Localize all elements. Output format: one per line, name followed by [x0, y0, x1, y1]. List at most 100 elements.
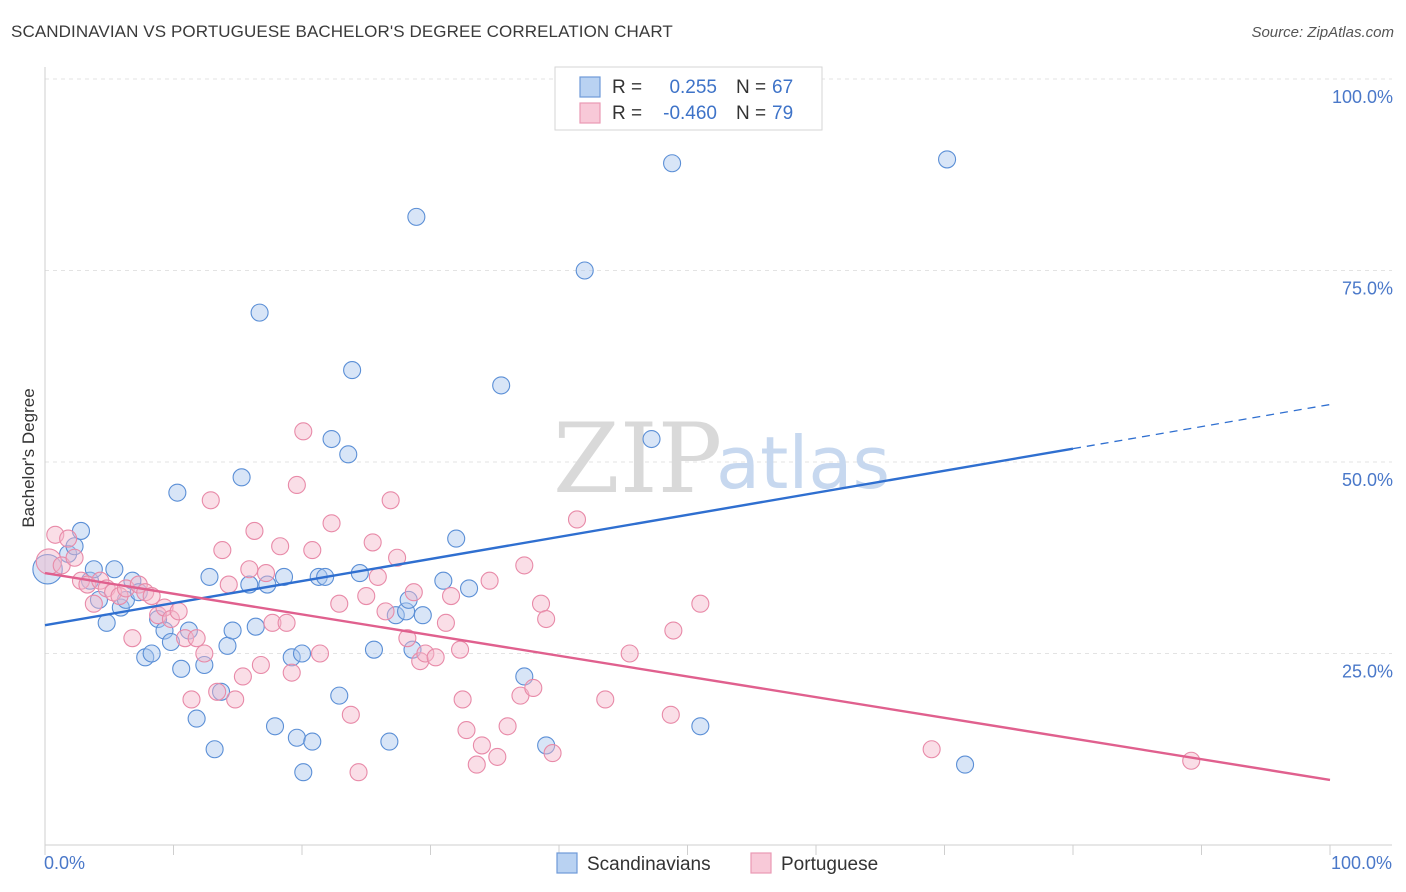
scandinavians-point-28	[232, 468, 251, 487]
portuguese-point-38	[282, 663, 301, 682]
portuguese-point-53	[398, 629, 417, 648]
scandinavians-point-41	[322, 429, 341, 449]
scandinavians-point-24	[205, 740, 224, 759]
portuguese-point-79	[691, 594, 710, 613]
axes	[44, 67, 1392, 855]
portuguese-point-58	[436, 613, 455, 632]
scandinavians-point-61	[663, 154, 682, 173]
portuguese-point-74	[567, 510, 587, 529]
watermark-atlas: atlas	[716, 421, 890, 505]
scandinavians-point-56	[492, 376, 511, 395]
series-legend: Scandinavians Portuguese	[556, 852, 878, 875]
portuguese-point-61	[457, 721, 476, 740]
scandinavians-point-38	[303, 732, 322, 751]
scandinavians-point-14	[142, 644, 161, 663]
portuguese-point-34	[256, 564, 276, 583]
series-portuguese	[35, 422, 1201, 782]
portuguese-point-67	[498, 717, 517, 736]
portuguese-point-20	[169, 602, 188, 621]
trend-line-scandinavians	[44, 447, 1074, 627]
portuguese-point-32	[245, 521, 264, 540]
scandinavians-point-18	[168, 483, 187, 502]
y-tick-label-0: 25.0%	[1342, 662, 1393, 682]
trend-lines	[44, 403, 1331, 782]
portuguese-point-39	[287, 475, 306, 495]
scandinavians-point-15	[149, 609, 168, 629]
scandinavians-point-26	[218, 636, 237, 655]
portuguese-point-23	[187, 629, 206, 648]
portuguese-point-60	[451, 640, 470, 659]
legend-swatch-blue	[579, 76, 601, 98]
y-tick-label-1: 50.0%	[1342, 470, 1393, 490]
scandinavians-point-27	[223, 621, 242, 640]
y-tick-label-2: 75.0%	[1342, 279, 1393, 299]
scandinavians-point-63	[938, 150, 957, 169]
scandinavians-point-59	[575, 261, 594, 280]
scandinavians-point-0	[32, 553, 63, 585]
y-axis-label: Bachelor's Degree	[19, 388, 38, 527]
scandinavians-point-49	[397, 602, 416, 621]
scandinavians-point-19	[172, 659, 191, 678]
portuguese-point-7	[84, 594, 103, 613]
scandinavians-point-17	[161, 632, 180, 652]
portuguese-point-4	[65, 548, 84, 567]
portuguese-point-25	[201, 491, 220, 510]
portuguese-point-72	[537, 609, 556, 629]
scandinavians-point-47	[380, 732, 399, 751]
portuguese-point-56	[416, 644, 435, 663]
scandinavians-point-34	[274, 567, 294, 586]
legend-n-value-2: 79	[772, 103, 793, 124]
scandinavians-point-54	[447, 529, 466, 548]
scandinavians-point-25	[211, 682, 231, 701]
portuguese-point-65	[480, 571, 499, 590]
portuguese-point-75	[596, 690, 615, 709]
scandinavians-point-5	[84, 560, 103, 579]
portuguese-point-44	[330, 594, 349, 613]
legend-n-label-2: N =	[736, 103, 766, 124]
portuguese-point-59	[442, 586, 461, 606]
portuguese-point-80	[922, 740, 941, 759]
y-tick-label-3: 100.0%	[1332, 87, 1393, 107]
watermark: ZIP atlas	[553, 403, 890, 515]
portuguese-point-35	[263, 613, 282, 632]
scandinavians-point-23	[200, 567, 219, 586]
scandinavians-point-51	[407, 207, 426, 226]
legend-label-portuguese: Portuguese	[781, 854, 878, 875]
legend-label-scandinavians: Scandinavians	[587, 854, 711, 875]
scandinavians-point-35	[282, 648, 301, 667]
legend-r-value-2: -0.460	[663, 103, 717, 124]
portuguese-point-69	[515, 556, 534, 575]
portuguese-point-13	[123, 629, 142, 648]
portuguese-point-47	[357, 586, 376, 606]
portuguese-point-64	[472, 736, 491, 755]
scandinavians-point-42	[330, 686, 349, 705]
portuguese-point-31	[240, 560, 259, 579]
scandinavians-point-60	[642, 429, 661, 449]
trend-line-portuguese	[44, 571, 1331, 782]
scandinavians-point-43	[339, 445, 358, 464]
portuguese-point-40	[294, 422, 313, 441]
portuguese-point-52	[388, 548, 407, 567]
scandinavians-point-37	[294, 763, 313, 782]
chart-title: SCANDINAVIAN VS PORTUGUESE BACHELOR'S DE…	[11, 22, 673, 41]
scandinavians-point-55	[459, 579, 479, 598]
scandinavians-point-8	[105, 560, 124, 579]
legend-swatch-portuguese	[750, 852, 772, 874]
legend-swatch-pink	[579, 102, 601, 124]
scandinavians-point-30	[246, 617, 265, 636]
x-tick-label-min: 0.0%	[44, 853, 85, 873]
portuguese-point-78	[664, 621, 683, 640]
scandinavians-point-65	[413, 606, 432, 625]
trend-line-scandinavians-projection	[1072, 403, 1331, 450]
portuguese-point-62	[453, 690, 472, 709]
portuguese-point-57	[426, 648, 445, 667]
scandinavians-point-31	[250, 303, 269, 322]
scandinavians-point-48	[386, 606, 405, 625]
portuguese-point-33	[251, 655, 270, 675]
portuguese-point-77	[661, 705, 680, 724]
scandinavians-point-46	[364, 640, 384, 659]
scandinavians-point-58	[537, 736, 556, 755]
portuguese-point-73	[543, 744, 562, 763]
portuguese-point-66	[488, 747, 507, 766]
